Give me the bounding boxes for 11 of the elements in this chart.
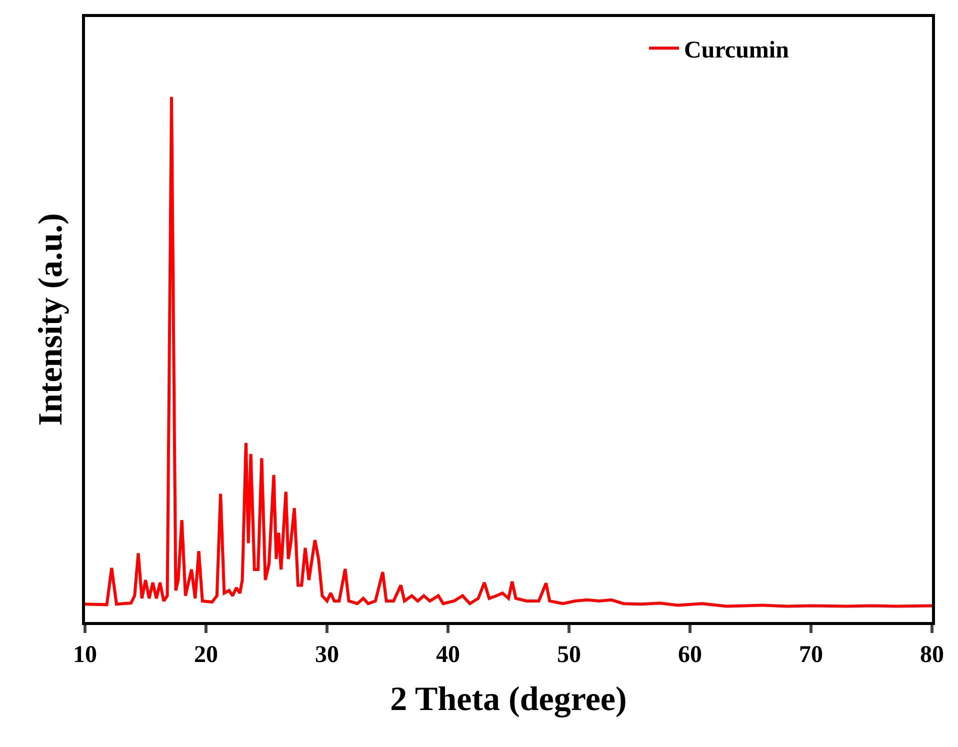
x-tick-label: 50 (557, 642, 581, 668)
x-tick-label: 10 (73, 642, 97, 668)
x-tick-label: 70 (799, 642, 823, 668)
x-axis-title: 2 Theta (degree) (390, 681, 627, 718)
x-tick-label: 20 (194, 642, 218, 668)
x-tick-label: 40 (436, 642, 460, 668)
legend-label: Curcumin (684, 38, 789, 64)
x-tick-label: 80 (920, 642, 944, 668)
x-tick-label: 30 (315, 642, 339, 668)
y-axis-title: Intensity (a.u.) (32, 213, 70, 426)
x-tick-label: 60 (678, 642, 702, 668)
